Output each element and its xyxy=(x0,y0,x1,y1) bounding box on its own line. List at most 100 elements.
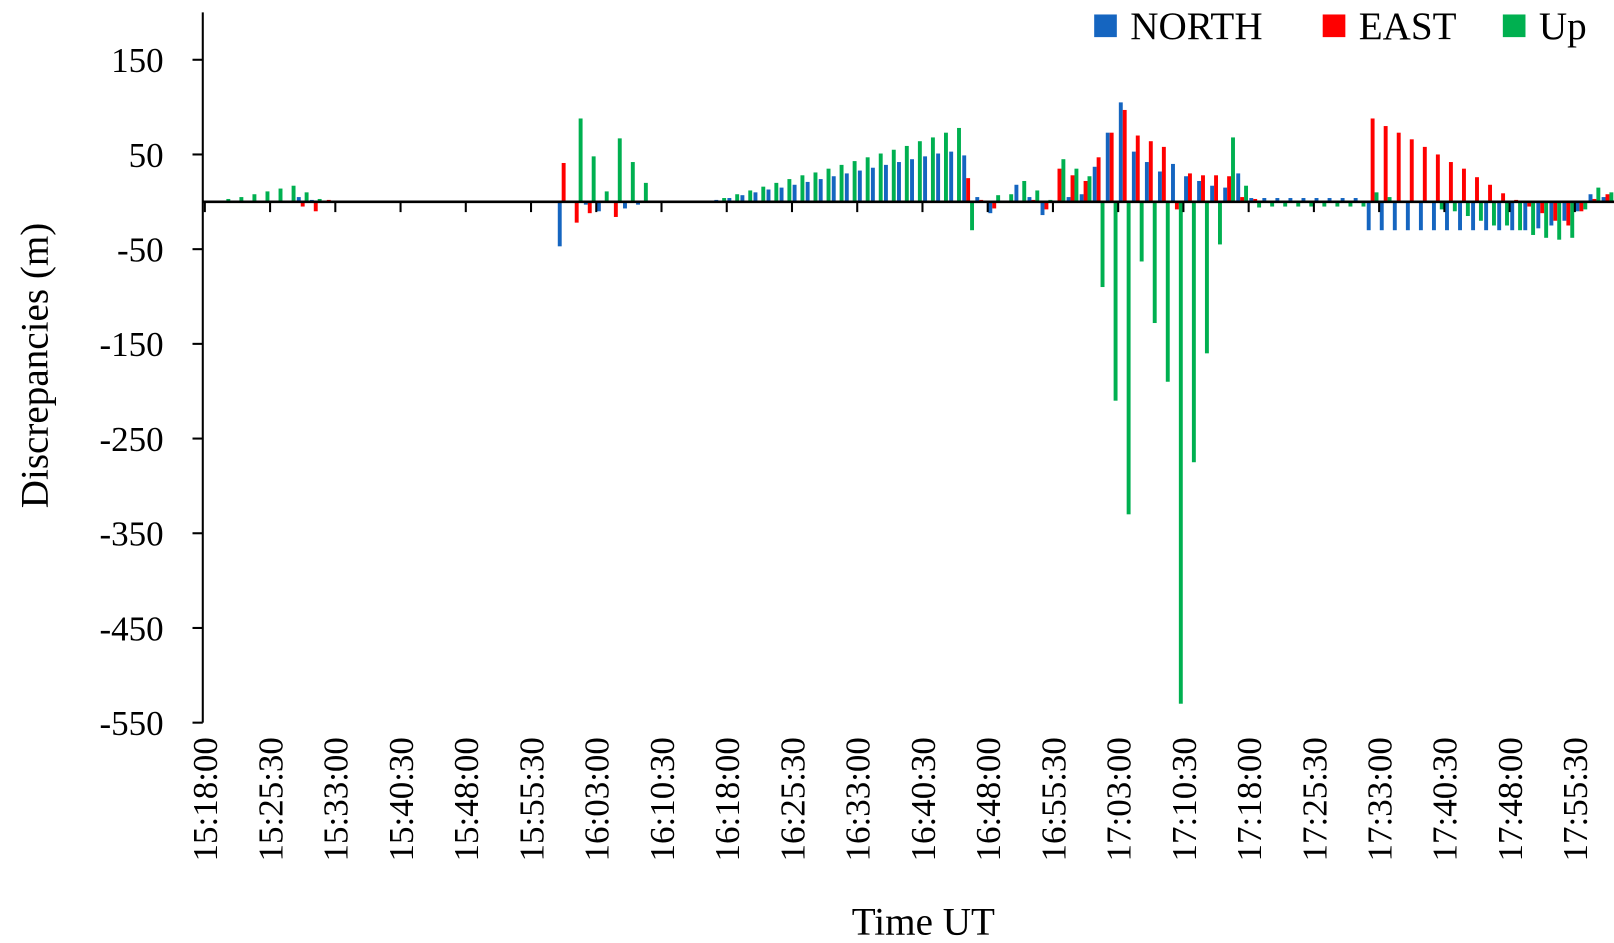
bar xyxy=(1484,201,1489,231)
bar xyxy=(923,156,928,202)
bar xyxy=(617,138,622,202)
bar xyxy=(1418,201,1423,231)
bar xyxy=(1553,201,1558,221)
bar xyxy=(1605,194,1610,202)
x-tick-label: 16:55:30 xyxy=(1034,737,1073,861)
bar xyxy=(1174,201,1179,210)
bar xyxy=(1601,197,1606,202)
bar xyxy=(1409,139,1414,202)
bar xyxy=(1070,175,1075,202)
bar xyxy=(1405,201,1410,231)
bar xyxy=(1439,201,1444,210)
bar xyxy=(1497,201,1502,231)
bar xyxy=(761,186,766,202)
bar xyxy=(604,191,609,202)
bar xyxy=(636,201,640,205)
bar xyxy=(1588,194,1593,202)
bar xyxy=(1275,198,1280,202)
x-tick-label: 17:33:00 xyxy=(1360,737,1399,861)
bar xyxy=(766,189,771,202)
bar xyxy=(1035,190,1040,202)
bar xyxy=(1501,193,1506,202)
bar xyxy=(740,195,745,202)
bar xyxy=(583,201,588,205)
bar xyxy=(1536,201,1541,229)
bar xyxy=(897,162,901,202)
bar xyxy=(1027,197,1032,202)
bar xyxy=(578,118,583,202)
x-tick-label: 15:55:30 xyxy=(512,737,551,861)
legend-swatch xyxy=(1322,14,1346,38)
bar xyxy=(304,192,309,202)
x-tick-label: 16:03:00 xyxy=(578,737,617,861)
bar xyxy=(1061,159,1066,202)
bar xyxy=(1557,201,1562,240)
bar xyxy=(1465,201,1470,217)
bar xyxy=(930,137,935,202)
bar xyxy=(1040,201,1045,216)
bar xyxy=(1109,132,1114,202)
x-tick-label: 17:18:00 xyxy=(1230,737,1269,861)
bar xyxy=(1214,175,1218,202)
bar xyxy=(857,170,862,202)
bar xyxy=(1566,201,1571,226)
bar xyxy=(818,179,823,202)
bar xyxy=(296,197,301,202)
bar xyxy=(1066,197,1071,202)
y-tick-label: -150 xyxy=(100,325,164,364)
bar xyxy=(1448,162,1453,202)
x-tick-label: 17:03:00 xyxy=(1100,737,1139,861)
bar xyxy=(1374,192,1379,202)
bar xyxy=(613,201,618,217)
bar xyxy=(844,173,849,202)
legend-swatch xyxy=(1094,14,1117,38)
x-tick-label: 17:40:30 xyxy=(1426,737,1465,861)
bar xyxy=(1562,201,1567,221)
bar xyxy=(1283,201,1288,207)
bar xyxy=(1148,141,1153,202)
x-tick-label: 16:10:30 xyxy=(643,737,682,861)
bar xyxy=(1009,194,1014,202)
bar xyxy=(1583,201,1588,210)
bar xyxy=(813,172,818,202)
legend-swatch xyxy=(1502,14,1526,38)
x-tick-label: 15:18:00 xyxy=(186,737,225,861)
bar xyxy=(1201,175,1205,202)
bar xyxy=(630,162,635,202)
bar xyxy=(722,198,727,202)
bar xyxy=(1523,201,1528,231)
bar xyxy=(1527,201,1532,207)
x-tick-label: 15:40:30 xyxy=(382,737,421,861)
bar xyxy=(1579,201,1584,212)
bar xyxy=(1074,168,1079,202)
bar xyxy=(1505,201,1509,226)
bar xyxy=(643,182,648,202)
bar xyxy=(1361,201,1366,207)
x-tick-label: 17:48:00 xyxy=(1491,737,1530,861)
bar xyxy=(1249,198,1254,202)
x-tick-label: 15:48:00 xyxy=(447,737,486,861)
bar xyxy=(1262,198,1267,202)
bar xyxy=(1178,201,1183,704)
bar xyxy=(1327,198,1332,202)
bar xyxy=(865,157,870,202)
x-tick-label: 15:33:00 xyxy=(317,737,356,861)
x-tick-label: 16:40:30 xyxy=(904,737,943,861)
bar xyxy=(1609,192,1614,202)
bar xyxy=(1083,180,1088,202)
bar xyxy=(1540,201,1545,214)
bar xyxy=(996,195,1001,202)
bar xyxy=(596,201,601,212)
bar xyxy=(1191,201,1196,463)
bar xyxy=(1445,201,1449,231)
bar xyxy=(1057,168,1062,202)
bar xyxy=(1100,201,1105,288)
bar xyxy=(988,201,993,214)
bar xyxy=(774,182,779,202)
bar xyxy=(1122,109,1127,202)
bar xyxy=(1288,198,1293,202)
bar xyxy=(1184,176,1188,202)
y-tick-label: -350 xyxy=(100,515,164,554)
bar xyxy=(291,185,296,202)
